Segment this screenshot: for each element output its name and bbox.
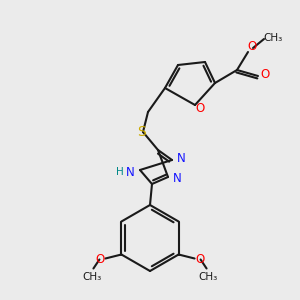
Text: CH₃: CH₃	[83, 272, 102, 281]
Text: S: S	[138, 125, 146, 139]
Text: N: N	[177, 152, 185, 164]
Text: O: O	[195, 103, 205, 116]
Text: O: O	[195, 253, 204, 266]
Text: O: O	[248, 40, 256, 53]
Text: O: O	[96, 253, 105, 266]
Text: H: H	[116, 167, 124, 177]
Text: N: N	[172, 172, 182, 184]
Text: N: N	[126, 166, 134, 178]
Text: O: O	[260, 68, 270, 82]
Text: CH₃: CH₃	[198, 272, 217, 281]
Text: CH₃: CH₃	[263, 33, 283, 43]
